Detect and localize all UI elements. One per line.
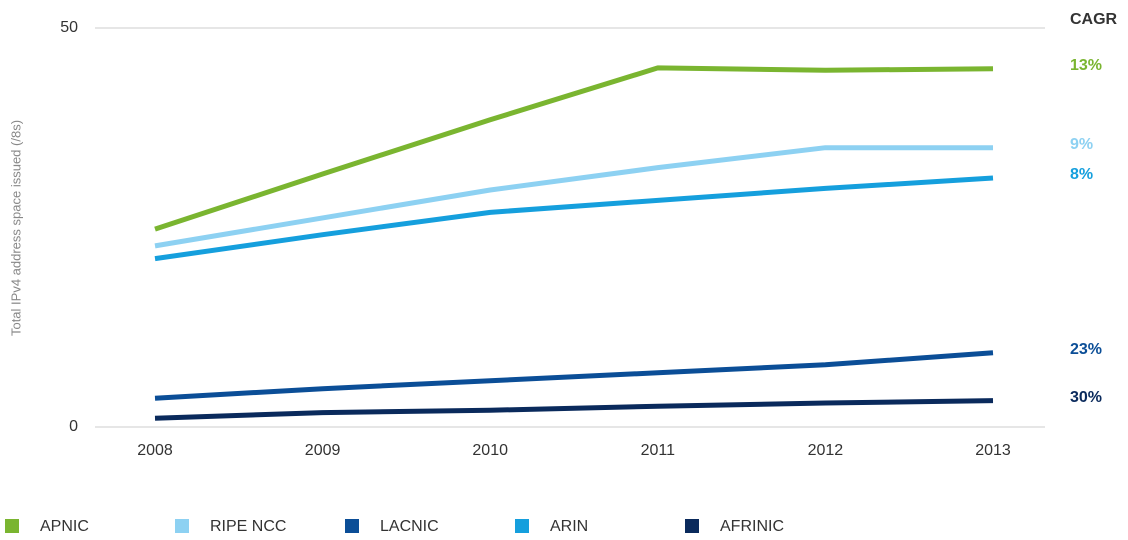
cagr-title: CAGR [1070,11,1118,28]
cagr-label: 23% [1070,341,1102,358]
x-tick-label: 2013 [975,442,1011,459]
x-tick-label: 2009 [305,442,341,459]
y-axis-label: Total IPv4 address space issued (/8s) [8,120,23,336]
legend-swatch [515,519,529,533]
series-line [154,350,994,401]
legend-label: LACNIC [380,518,439,535]
y-tick-label: 0 [69,418,78,435]
legend-label: APNIC [40,518,89,535]
y-tick-label: 50 [60,19,78,36]
x-tick-label: 2008 [137,442,173,459]
cagr-label: 9% [1070,136,1093,153]
x-tick-label: 2012 [808,442,844,459]
x-tick-label: 2010 [472,442,508,459]
legend-label: ARIN [550,518,588,535]
legend-swatch [175,519,189,533]
legend-swatch [5,519,19,533]
series-line [154,65,994,232]
legend-label: RIPE NCC [210,518,286,535]
legend-swatch [685,519,699,533]
series-line [154,175,994,262]
cagr-label: 8% [1070,166,1093,183]
series-line [154,398,994,421]
legend-label: AFRINIC [720,518,784,535]
x-tick-label: 2011 [641,442,676,459]
cagr-label: 13% [1070,57,1102,74]
series-line [154,145,993,249]
cagr-label: 30% [1070,389,1102,406]
legend-swatch [345,519,359,533]
